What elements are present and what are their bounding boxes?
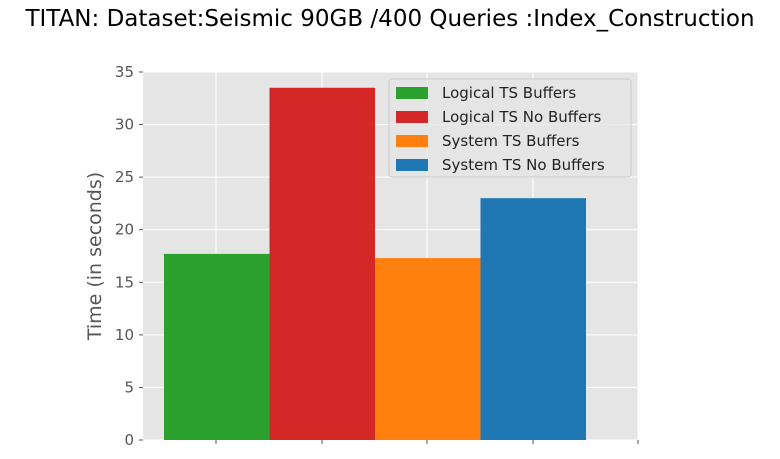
bar-logical-ts-buffers bbox=[164, 253, 270, 440]
legend-swatch bbox=[396, 159, 428, 171]
legend-box bbox=[388, 78, 632, 178]
legend-label: System TS No Buffers bbox=[442, 156, 605, 174]
legend: Logical TS Buffers Logical TS No Buffers S… bbox=[388, 78, 632, 178]
bars bbox=[164, 87, 586, 441]
y-tick-label: 25 bbox=[115, 168, 134, 186]
y-tick-label: 35 bbox=[115, 63, 134, 81]
y-ticks: 0 5 10 15 20 25 30 35 bbox=[115, 63, 143, 449]
y-axis-label: Time (in seconds) bbox=[84, 172, 106, 341]
y-tick-label: 5 bbox=[124, 378, 134, 396]
legend-label: Logical TS No Buffers bbox=[442, 108, 601, 126]
legend-items: Logical TS Buffers Logical TS No Buffers S… bbox=[396, 84, 605, 174]
y-tick-label: 15 bbox=[115, 273, 134, 291]
legend-swatch bbox=[396, 111, 428, 123]
y-tick-label: 20 bbox=[115, 221, 134, 239]
bar-logical-ts-no-buffers bbox=[269, 87, 375, 441]
legend-swatch bbox=[396, 135, 428, 147]
bar-system-ts-buffers bbox=[375, 258, 481, 440]
legend-label: System TS Buffers bbox=[442, 132, 580, 150]
y-tick-label: 0 bbox=[124, 431, 134, 449]
y-tick-label: 30 bbox=[115, 116, 134, 134]
x-ticks bbox=[215, 440, 639, 444]
chart-title: TITAN: Dataset:Seismic 90GB /400 Queries… bbox=[25, 6, 755, 32]
legend-swatch bbox=[396, 87, 428, 99]
legend-label: Logical TS Buffers bbox=[442, 84, 576, 102]
y-tick-label: 10 bbox=[115, 326, 134, 344]
bar-system-ts-no-buffers bbox=[480, 198, 586, 440]
